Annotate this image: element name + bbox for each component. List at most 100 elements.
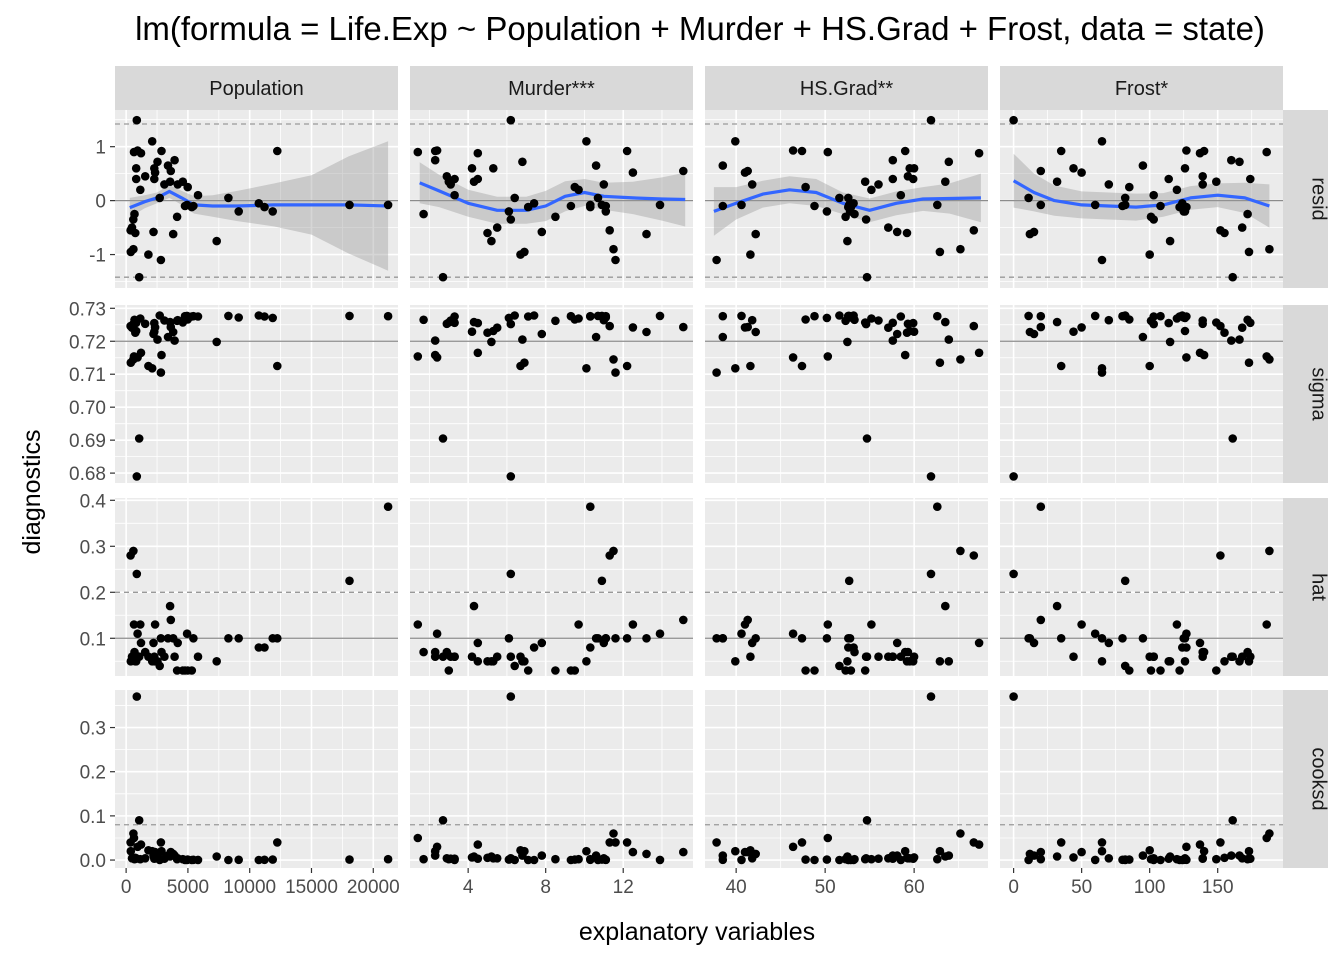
data-point bbox=[1164, 318, 1173, 328]
data-point bbox=[884, 652, 893, 661]
data-point bbox=[212, 337, 221, 347]
data-point bbox=[172, 212, 182, 222]
data-point bbox=[810, 311, 819, 321]
data-point bbox=[419, 315, 428, 325]
data-point bbox=[862, 816, 872, 825]
data-point bbox=[254, 855, 264, 865]
data-point bbox=[1244, 657, 1254, 666]
x-tick-label: 5000 bbox=[167, 877, 209, 898]
data-point bbox=[609, 355, 618, 364]
data-point bbox=[489, 164, 498, 173]
data-point bbox=[234, 634, 243, 643]
column-strip-label: Murder*** bbox=[508, 78, 595, 100]
data-point bbox=[1069, 164, 1078, 173]
data-point bbox=[823, 147, 833, 157]
y-tick-label: 0.69 bbox=[69, 431, 106, 452]
x-axis-title: explanatory variables bbox=[579, 918, 815, 946]
x-tick-label: 50 bbox=[1071, 877, 1092, 898]
data-point bbox=[1182, 353, 1191, 362]
data-point bbox=[1120, 576, 1130, 586]
data-point bbox=[1262, 147, 1271, 157]
data-point bbox=[345, 576, 354, 586]
data-point bbox=[469, 177, 479, 186]
data-point bbox=[622, 634, 632, 643]
data-point bbox=[801, 182, 810, 192]
data-point bbox=[529, 199, 539, 208]
panel-cooksd-0 bbox=[115, 690, 398, 868]
data-point bbox=[182, 629, 192, 638]
data-point bbox=[823, 833, 833, 843]
data-point bbox=[126, 846, 136, 856]
data-point bbox=[874, 316, 883, 325]
data-point bbox=[136, 620, 145, 629]
data-point bbox=[903, 319, 913, 329]
data-point bbox=[1227, 851, 1236, 860]
data-point bbox=[506, 569, 516, 579]
data-point bbox=[1118, 634, 1127, 643]
panel-resid-2 bbox=[705, 110, 988, 288]
data-point bbox=[144, 846, 153, 855]
data-point bbox=[737, 855, 746, 865]
data-point bbox=[473, 657, 483, 666]
y-tick-label: 0.70 bbox=[69, 398, 106, 419]
data-point bbox=[518, 157, 527, 167]
data-point bbox=[413, 620, 423, 629]
data-point bbox=[506, 472, 516, 481]
data-point bbox=[520, 846, 529, 856]
data-point bbox=[430, 652, 440, 661]
data-point bbox=[801, 666, 810, 675]
data-point bbox=[718, 855, 728, 865]
data-point bbox=[740, 620, 750, 629]
data-point bbox=[1244, 358, 1254, 368]
data-point bbox=[126, 358, 136, 368]
data-point bbox=[254, 199, 264, 208]
data-point bbox=[586, 312, 595, 321]
data-point bbox=[1195, 148, 1205, 158]
data-point bbox=[860, 318, 870, 327]
data-point bbox=[747, 854, 757, 863]
data-point bbox=[731, 657, 740, 666]
data-point bbox=[933, 854, 942, 864]
panel-background bbox=[1000, 498, 1283, 676]
data-point bbox=[718, 201, 728, 211]
data-point bbox=[751, 327, 760, 337]
data-point bbox=[1262, 352, 1271, 361]
data-point bbox=[731, 364, 740, 373]
data-point bbox=[1138, 634, 1148, 643]
x-tick-label: 150 bbox=[1202, 877, 1234, 898]
data-point bbox=[132, 472, 142, 481]
data-point bbox=[844, 193, 853, 203]
data-point bbox=[1198, 180, 1207, 189]
data-point bbox=[874, 854, 883, 863]
data-point bbox=[212, 657, 221, 666]
y-tick-label: 0.72 bbox=[69, 332, 106, 353]
data-point bbox=[822, 855, 832, 864]
data-point bbox=[810, 666, 819, 675]
data-point bbox=[974, 348, 984, 358]
data-point bbox=[483, 228, 492, 238]
data-point bbox=[611, 368, 620, 377]
data-point bbox=[1212, 854, 1221, 864]
data-point bbox=[926, 115, 936, 125]
data-point bbox=[1165, 657, 1175, 666]
data-point bbox=[746, 361, 755, 371]
data-point bbox=[1164, 174, 1173, 184]
data-point bbox=[1172, 620, 1182, 629]
data-point bbox=[1118, 201, 1127, 211]
data-point bbox=[823, 352, 833, 361]
data-point bbox=[438, 272, 448, 282]
data-point bbox=[254, 643, 264, 652]
data-point bbox=[944, 657, 954, 666]
data-point bbox=[902, 228, 912, 238]
data-point bbox=[150, 652, 159, 661]
data-point bbox=[504, 855, 514, 864]
data-point bbox=[570, 315, 580, 324]
data-point bbox=[523, 666, 533, 675]
data-point bbox=[1237, 223, 1247, 232]
data-point bbox=[969, 321, 979, 331]
data-point bbox=[383, 200, 393, 210]
data-point bbox=[1146, 212, 1156, 222]
data-point bbox=[1265, 546, 1274, 556]
data-point bbox=[1262, 833, 1271, 843]
